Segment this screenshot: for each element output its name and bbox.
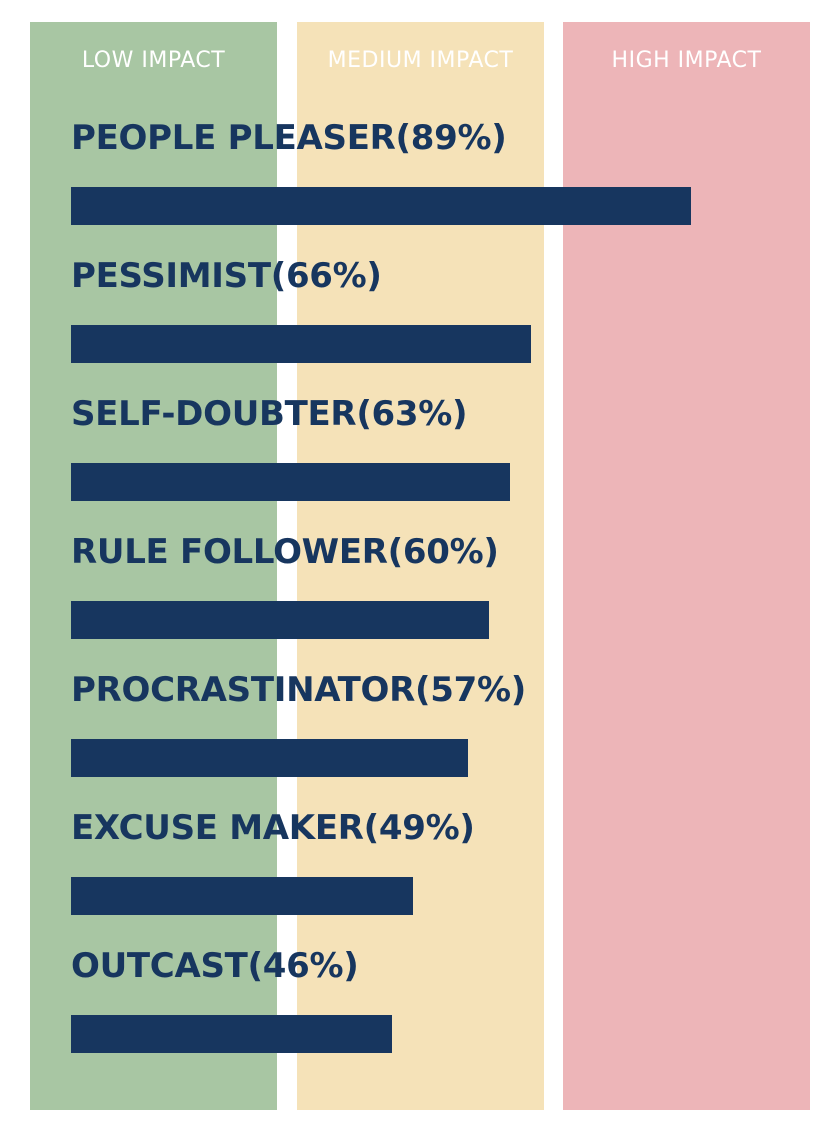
- bar-label-people-pleaser: PEOPLE PLEASER(89%): [71, 118, 507, 158]
- bar-label-pessimist: PESSIMIST(66%): [71, 256, 382, 296]
- bar-procrastinator: [71, 739, 468, 777]
- bar-self-doubter: [71, 463, 510, 501]
- bar-excuse-maker: [71, 877, 413, 915]
- bar-rule-follower: [71, 601, 489, 639]
- bar-label-excuse-maker: EXCUSE MAKER(49%): [71, 808, 475, 848]
- bar-label-rule-follower: RULE FOLLOWER(60%): [71, 532, 499, 572]
- bar-outcast: [71, 1015, 392, 1053]
- bar-pessimist: [71, 325, 531, 363]
- zone-label-high: HIGH IMPACT: [611, 48, 762, 73]
- bar-label-procrastinator: PROCRASTINATOR(57%): [71, 670, 526, 710]
- bar-people-pleaser: [71, 187, 691, 225]
- bar-label-self-doubter: SELF-DOUBTER(63%): [71, 394, 468, 434]
- bar-label-outcast: OUTCAST(46%): [71, 946, 359, 986]
- zone-label-low: LOW IMPACT: [81, 48, 226, 73]
- zone-label-medium: MEDIUM IMPACT: [327, 48, 514, 73]
- zone-band-high: [563, 22, 810, 1110]
